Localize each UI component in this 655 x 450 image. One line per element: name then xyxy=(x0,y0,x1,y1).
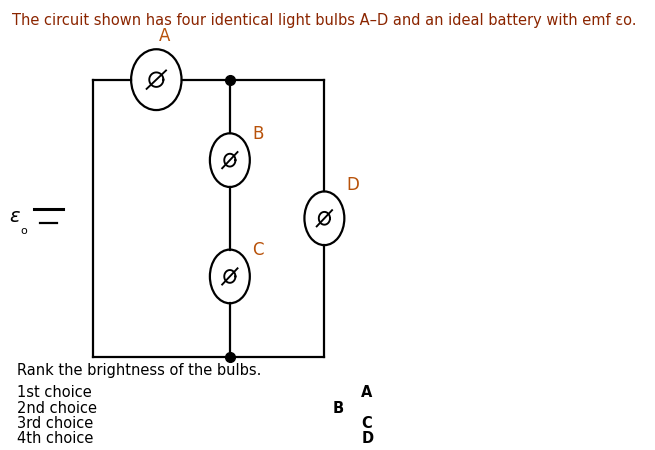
Text: 2nd choice: 2nd choice xyxy=(17,400,102,415)
Text: $\varepsilon$: $\varepsilon$ xyxy=(9,207,20,225)
Text: 1st choice: 1st choice xyxy=(17,385,101,400)
Text: A: A xyxy=(362,385,373,400)
Text: 3rd choice: 3rd choice xyxy=(17,416,103,431)
Text: B: B xyxy=(333,400,344,415)
Text: o: o xyxy=(20,226,27,236)
Text: C: C xyxy=(252,242,263,260)
Text: 4th choice: 4th choice xyxy=(17,431,103,446)
Text: D: D xyxy=(346,176,360,194)
Text: B: B xyxy=(252,125,263,143)
Text: The circuit shown has four identical light bulbs A–D and an ideal battery with e: The circuit shown has four identical lig… xyxy=(12,13,637,27)
Text: C: C xyxy=(362,416,372,431)
Text: D: D xyxy=(362,431,373,446)
Text: A: A xyxy=(159,27,170,45)
Text: Rank the brightness of the bulbs.: Rank the brightness of the bulbs. xyxy=(17,363,261,378)
